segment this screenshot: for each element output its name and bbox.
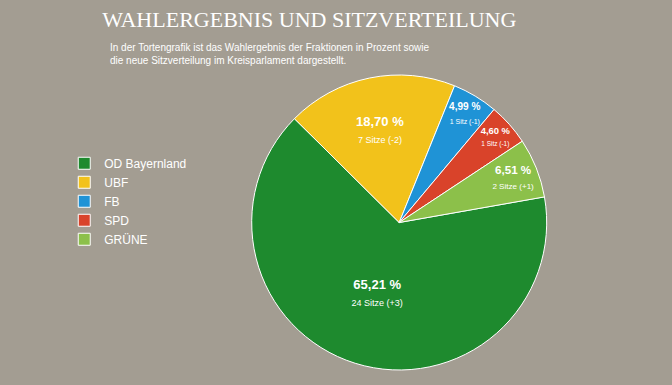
svg-text:SPD: SPD — [104, 214, 129, 228]
svg-text:18,70 %7 Sitze (-2): 18,70 %7 Sitze (-2) — [356, 114, 404, 145]
svg-text:GRÜNE: GRÜNE — [104, 233, 147, 247]
svg-text:4,99 %1 Sitz (-1): 4,99 %1 Sitz (-1) — [449, 101, 480, 125]
svg-text:6,51 %2 Sitze (+1): 6,51 %2 Sitze (+1) — [492, 163, 534, 191]
svg-text:In der Tortengrafik ist das Wa: In der Tortengrafik ist das Wahlergebnis… — [110, 42, 429, 66]
svg-text:FB: FB — [104, 195, 119, 209]
svg-text:OD Bayernland: OD Bayernland — [104, 157, 186, 171]
svg-text:4,60 %1 Sitz (-1): 4,60 %1 Sitz (-1) — [481, 125, 511, 148]
svg-text:65,21 %24 Sitze (+3): 65,21 %24 Sitze (+3) — [352, 277, 403, 308]
svg-text:UBF: UBF — [104, 176, 128, 190]
svg-text:WAHLERGEBNIS UND SITZVERTEILUN: WAHLERGEBNIS UND SITZVERTEILUNG — [102, 7, 516, 32]
